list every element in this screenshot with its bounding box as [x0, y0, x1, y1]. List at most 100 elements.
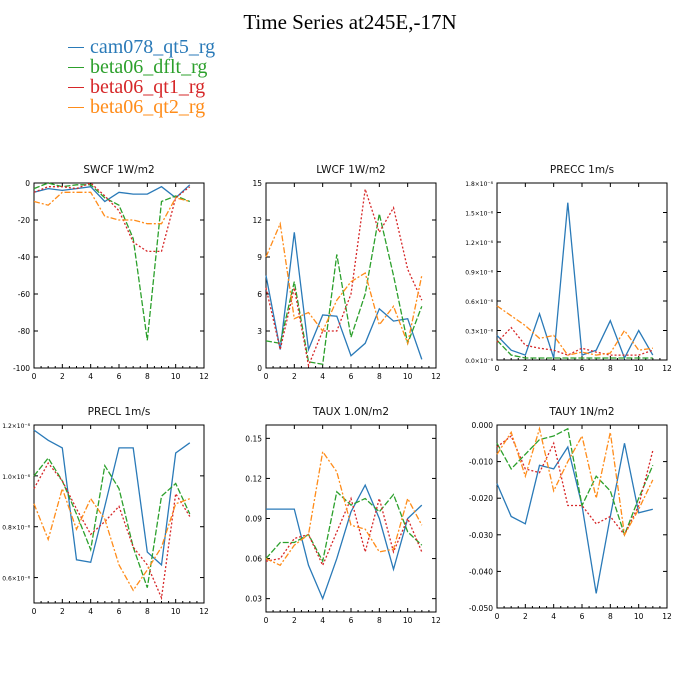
x-tick-label: 10 — [403, 372, 413, 381]
series-line — [496, 426, 654, 537]
x-tick-label: 10 — [403, 616, 413, 625]
y-tick-label: 1.8×10⁻⁸ — [465, 181, 493, 188]
series-line — [265, 188, 423, 368]
series-line — [33, 429, 191, 567]
y-tick-label: -0.020 — [469, 494, 493, 503]
x-tick-label: 10 — [171, 607, 181, 616]
legend-item: beta06_dflt_rg — [68, 55, 215, 78]
x-tick-label: 6 — [117, 607, 122, 616]
x-tick-label: 8 — [608, 364, 613, 373]
x-tick-label: 8 — [608, 612, 613, 621]
y-tick-label: 0.9×10⁻⁸ — [465, 270, 493, 277]
x-tick-label: 0 — [32, 607, 37, 616]
x-tick-label: 6 — [117, 372, 122, 381]
series-line — [33, 486, 191, 592]
x-tick-label: 8 — [145, 607, 150, 616]
series-line — [33, 456, 191, 588]
x-tick-label: 12 — [662, 364, 672, 373]
y-tick-label: 0.06 — [245, 555, 262, 564]
x-tick-label: 2 — [60, 372, 65, 381]
x-tick-label: 6 — [580, 612, 585, 621]
x-tick-label: 4 — [551, 612, 556, 621]
y-tick-label: -80 — [18, 327, 30, 336]
x-tick-label: 8 — [145, 372, 150, 381]
page-title: Time Series at245E,-17N — [243, 10, 457, 34]
y-tick-label: 12 — [252, 216, 262, 225]
x-tick-label: 6 — [349, 372, 354, 381]
legend-item: beta06_qt1_rg — [68, 76, 215, 98]
series-line — [33, 182, 191, 253]
chart-title: PRECC 1m/s — [550, 164, 614, 176]
x-tick-label: 4 — [320, 372, 325, 381]
series-line — [33, 461, 191, 601]
chart-panel: PRECC 1m/s 0 2 4 6 8 10 12 0.0×10⁻⁸ 0.3×10⁻⁸ 0.6×1… — [465, 164, 672, 373]
chart-panel: PRECL 1m/s 0 2 4 6 8 10 12 1.2×10⁻⁸ 1.0×10⁻⁸ 0.8×1… — [2, 406, 209, 616]
x-tick-label: 4 — [88, 372, 93, 381]
chart-panel: SWCF 1W/m2 0 2 4 6 8 10 12 0 -20 -40 -60 -80 -100 — [13, 164, 209, 381]
y-tick-label: -60 — [18, 290, 30, 299]
chart-title: TAUY 1N/m2 — [548, 406, 614, 418]
series-line — [496, 339, 653, 359]
chart-title: TAUX 1.0N/m2 — [312, 406, 389, 418]
chart-panel: TAUY 1N/m2 0 2 4 6 8 10 12 0.000 -0.010 -0.020 -0.0… — [469, 406, 672, 621]
legend-label: cam078_qt5_rg — [90, 35, 216, 58]
y-tick-label: -0.040 — [469, 567, 493, 576]
y-tick-label: -100 — [13, 364, 30, 373]
series-line — [496, 202, 654, 360]
plot-frame — [33, 182, 205, 369]
y-tick-label: 0.15 — [245, 434, 262, 443]
y-tick-label: -0.030 — [469, 531, 493, 540]
x-tick-label: 8 — [377, 372, 382, 381]
series-line — [33, 191, 190, 225]
x-tick-label: 6 — [349, 616, 354, 625]
chart-title: SWCF 1W/m2 — [83, 164, 154, 176]
y-tick-label: 0.12 — [245, 474, 262, 483]
chart-title: LWCF 1W/m2 — [316, 164, 386, 176]
y-tick-label: 0.3×10⁻⁸ — [465, 329, 493, 336]
x-tick-label: 0 — [495, 612, 500, 621]
legend-swatch — [68, 106, 84, 108]
x-tick-label: 10 — [171, 372, 181, 381]
x-tick-label: 8 — [377, 616, 382, 625]
x-tick-label: 2 — [523, 364, 528, 373]
legend-item: cam078_qt5_rg — [68, 35, 216, 58]
x-tick-label: 2 — [523, 612, 528, 621]
x-tick-label: 12 — [431, 372, 441, 381]
legend-swatch — [68, 66, 84, 68]
y-tick-label: -40 — [18, 253, 30, 262]
y-tick-label: 0.000 — [472, 421, 494, 430]
series-line — [266, 483, 423, 601]
x-tick-label: 10 — [634, 612, 644, 621]
series-line — [33, 184, 191, 203]
y-tick-label: 3 — [257, 327, 262, 336]
y-tick-label: 0 — [25, 179, 30, 188]
series-line — [496, 326, 654, 356]
y-tick-label: 0.6×10⁻⁸ — [465, 299, 493, 306]
x-tick-label: 4 — [551, 364, 556, 373]
y-tick-label: 0 — [257, 364, 262, 373]
legend-item: beta06_qt2_rg — [68, 96, 215, 118]
series-line — [33, 182, 191, 341]
x-tick-label: 12 — [662, 612, 672, 621]
y-tick-label: 0.8×10⁻⁸ — [2, 525, 30, 532]
chart-title: PRECL 1m/s — [88, 406, 151, 418]
legend-label: beta06_dflt_rg — [90, 55, 208, 78]
y-tick-label: 9 — [257, 253, 262, 262]
series-line — [265, 450, 423, 567]
y-tick-label: 0.03 — [245, 595, 262, 604]
y-tick-label: 15 — [252, 179, 262, 188]
y-tick-label: 1.0×10⁻⁸ — [2, 474, 30, 481]
x-tick-label: 0 — [495, 364, 500, 373]
y-tick-label: 1.5×10⁻⁸ — [465, 211, 493, 218]
y-tick-label: 0.0×10⁻⁸ — [465, 358, 493, 365]
x-tick-label: 12 — [431, 616, 441, 625]
chart-panel: TAUX 1.0N/m2 0 2 4 6 8 10 12 0.15 0.12 0.09 0.06 0.0… — [245, 406, 441, 625]
x-tick-label: 2 — [292, 372, 297, 381]
series-line — [496, 427, 654, 537]
x-tick-label: 2 — [292, 616, 297, 625]
series-line — [265, 213, 423, 366]
x-tick-label: 12 — [199, 607, 209, 616]
legend: cam078_qt5_rg beta06_dflt_rg beta06_qt1_… — [68, 35, 216, 118]
plot-frame — [496, 182, 668, 361]
